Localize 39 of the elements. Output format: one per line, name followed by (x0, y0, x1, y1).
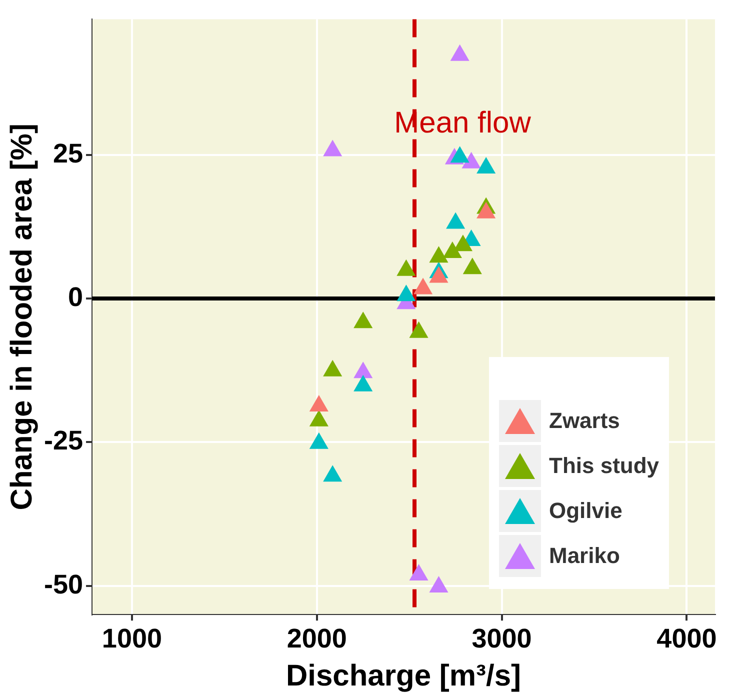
x-tick-label: 1000 (102, 623, 162, 654)
y-axis-title: Change in flooded area [%] (5, 124, 38, 510)
point (309, 432, 328, 449)
point (442, 242, 462, 258)
point (323, 360, 342, 376)
y-tick-label: 25 (52, 138, 84, 168)
point (462, 152, 481, 168)
point (309, 394, 328, 412)
x-tick-label: 4000 (656, 623, 717, 654)
point (450, 146, 470, 163)
point (354, 374, 373, 392)
point (429, 266, 448, 283)
point (476, 157, 496, 174)
point (446, 212, 466, 229)
point (396, 259, 416, 276)
point (323, 140, 342, 156)
point (309, 410, 328, 426)
point (409, 321, 428, 338)
point (409, 564, 428, 580)
point (396, 284, 416, 302)
point (476, 202, 496, 218)
point (429, 246, 448, 263)
point (323, 465, 342, 482)
legend-label: This study (549, 453, 660, 480)
x-tick-label: 2000 (286, 623, 347, 654)
point (354, 312, 373, 328)
x-axis-title: Discharge [m³/s] (286, 659, 522, 692)
point (354, 362, 373, 378)
point (429, 576, 448, 593)
point (413, 278, 433, 294)
y-tick-label: -25 (44, 426, 84, 456)
legend-label: Zwarts (549, 408, 620, 434)
y-tick-label: -50 (44, 569, 84, 600)
legend-label: Mariko (549, 543, 620, 570)
legend-label: Ogilvie (549, 498, 622, 524)
x-tick-label: 3000 (472, 623, 532, 654)
point (462, 258, 482, 274)
y-tick-label: 0 (68, 282, 84, 312)
point (450, 44, 470, 61)
